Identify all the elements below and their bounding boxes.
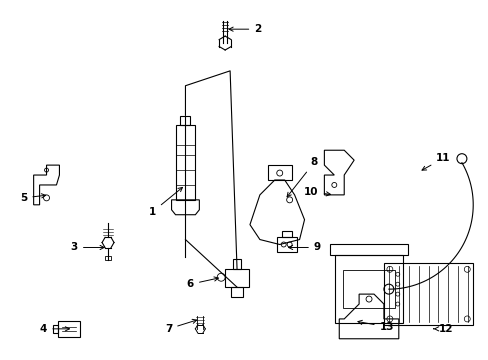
Text: 12: 12 <box>433 324 453 334</box>
Bar <box>343 270 394 308</box>
Text: 9: 9 <box>288 243 320 252</box>
Bar <box>281 231 291 237</box>
Bar <box>224 269 248 287</box>
Bar <box>276 237 296 252</box>
Text: 8: 8 <box>286 157 317 197</box>
Text: 2: 2 <box>228 24 261 34</box>
Text: 10: 10 <box>304 187 330 197</box>
Text: 6: 6 <box>186 277 218 289</box>
Bar <box>335 255 402 323</box>
Text: 5: 5 <box>20 193 45 203</box>
Bar <box>267 165 291 180</box>
Bar <box>330 243 407 255</box>
Text: 13: 13 <box>357 320 393 332</box>
Bar <box>175 125 195 200</box>
Bar <box>180 116 190 125</box>
Text: 4: 4 <box>40 324 69 334</box>
Bar <box>383 264 472 325</box>
Bar <box>105 256 111 260</box>
Text: 3: 3 <box>71 243 104 252</box>
Text: 11: 11 <box>421 153 450 170</box>
Text: 7: 7 <box>164 319 196 334</box>
Text: 1: 1 <box>149 188 182 217</box>
Bar <box>231 287 243 297</box>
Bar <box>233 260 241 269</box>
